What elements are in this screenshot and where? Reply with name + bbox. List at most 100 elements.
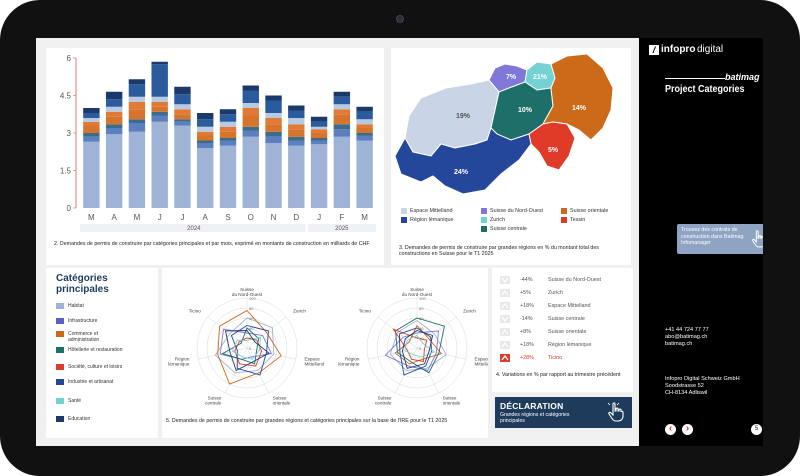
legend-swatch (481, 217, 487, 223)
variation-percent: -44% (520, 277, 533, 283)
radar-axis-label-line: Région (175, 357, 190, 362)
radar-tick-label: 0 (419, 346, 422, 351)
radar-axis-label-line: Suisse (208, 395, 222, 400)
radar-spoke (416, 316, 457, 349)
radar-axis-label: Suisse du Nord-Ouest (402, 287, 433, 297)
map-legend-item: Suisse centrale (481, 226, 527, 232)
map-legend-item: Tessin (561, 217, 585, 223)
infomanager-cta-button[interactable]: Trouvez des contrats de construction dan… (677, 224, 763, 254)
x-tick-label: M (134, 213, 141, 222)
map-label-espace-mittelland: 19% (456, 113, 471, 120)
map-legend-item: Suisse du Nord-Ouest (481, 208, 543, 214)
radar-axis-label-line: centrale (205, 400, 222, 405)
category-label: Commerce et administration (68, 331, 100, 343)
bar-segment (197, 140, 214, 143)
bar-segment (333, 91, 351, 97)
bar-segment (83, 133, 100, 137)
arrow-up-icon (500, 354, 510, 362)
declaration-title: DÉCLARATION (500, 401, 564, 411)
variation-row: +18% Région lémanique (496, 339, 636, 351)
x-tick-label: J (180, 213, 184, 222)
map-region-tessin[interactable] (528, 121, 576, 171)
arrow-down-icon (500, 315, 510, 323)
declaration-button[interactable]: DÉCLARATION Grandes régions et catégorie… (495, 397, 632, 428)
variation-percent: -14% (520, 316, 533, 322)
bar-segment (310, 129, 328, 133)
radar-axis-label: Suisse du Nord-Ouest (232, 287, 263, 297)
category-swatch (56, 331, 64, 337)
bar-segment (83, 118, 100, 122)
map-region-suisse-orientale[interactable] (542, 53, 614, 141)
bar-segment (356, 111, 373, 120)
variation-row: +8% Suisse orientale (496, 326, 636, 338)
variation-region: Espace Mittelland (548, 303, 591, 309)
year-label-2024: 2024 (187, 226, 201, 232)
bar-segment (242, 90, 259, 103)
brand-rule (665, 78, 725, 79)
bar-segment (151, 61, 168, 65)
radar-axis-label: Suisse centrale (375, 395, 392, 405)
bar-segment (151, 106, 168, 112)
hand-pointer-icon (607, 402, 624, 422)
bar-segment (356, 124, 373, 128)
map-region-region-lemanique[interactable] (394, 127, 532, 195)
company-city: CH-8134 Adliswil (665, 390, 708, 396)
bar-chart-panel: 0 1.5 3 4.5 6 M A M J J A S O N D J F M 2024 2025 2. Demand… (46, 48, 384, 265)
bar-segment (288, 110, 305, 118)
bar-segment (197, 113, 214, 120)
legend-label: Suisse orientale (570, 208, 609, 214)
variation-region: Zurich (548, 290, 563, 296)
bar-segment (265, 143, 282, 208)
x-tick-label: J (317, 213, 321, 222)
category-swatch (56, 303, 64, 309)
bar-segment (83, 141, 100, 208)
bar-segment (356, 119, 373, 125)
bar-segment (151, 115, 168, 122)
screen: 0 1.5 3 4.5 6 M A M J J A S O N D J F M 2024 2025 2. Demand… (36, 38, 763, 446)
category-label: Infrastructure (68, 318, 98, 324)
company-name: Infopro Digital Schweiz GmbH (665, 376, 740, 382)
variation-row: +18% Espace Mittelland (496, 300, 636, 312)
variation-percent: +8% (520, 329, 531, 335)
x-tick-label: J (158, 213, 162, 222)
category-label: Santé (68, 398, 82, 404)
bar-segment (219, 109, 237, 115)
category-label: Habitat (68, 303, 84, 309)
contact-website[interactable]: batimag.ch (665, 341, 693, 347)
category-swatch (56, 318, 64, 324)
y-tick-label: 3 (67, 129, 72, 138)
prev-page-button[interactable]: ‹ (665, 424, 676, 435)
x-tick-label: S (225, 213, 230, 222)
bar-segment (197, 126, 214, 132)
radar-tick-label: 20 (419, 336, 424, 341)
bar-segment (174, 104, 191, 110)
contact-email[interactable]: abo@batimag.ch (665, 334, 708, 340)
bar-segment (151, 96, 168, 102)
bar-segment (128, 96, 146, 102)
year-band-2025 (307, 224, 376, 232)
radar-axis-label-line: orientale (443, 400, 461, 405)
radar-axis-label-line: Région (345, 357, 360, 362)
radar-axis-label-line: Ticino (359, 308, 372, 313)
radar-tick-label: 60 (419, 316, 424, 321)
map-legend-item: Suisse orientale (561, 208, 608, 214)
radar-series-line (392, 328, 428, 363)
legend-label: Tessin (570, 217, 586, 223)
legend-label: Zurich (490, 217, 505, 223)
bar-segment (105, 99, 123, 107)
hand-pointer-icon (752, 230, 763, 248)
arrow-up-icon (500, 328, 510, 336)
next-page-button[interactable]: › (682, 424, 693, 435)
variation-percent: +28% (520, 355, 534, 361)
legend-swatch (401, 208, 407, 214)
map-label-tessin: 5% (548, 147, 559, 154)
bar-segment (105, 111, 123, 117)
bar-segment (105, 128, 123, 135)
declaration-subtitle: Grandes régions et catégories principale… (500, 412, 570, 424)
bar-segment (242, 85, 259, 91)
categories-legend-panel (46, 268, 158, 438)
radar-axis-label-line: Espace (305, 357, 321, 362)
category-swatch (56, 398, 64, 404)
